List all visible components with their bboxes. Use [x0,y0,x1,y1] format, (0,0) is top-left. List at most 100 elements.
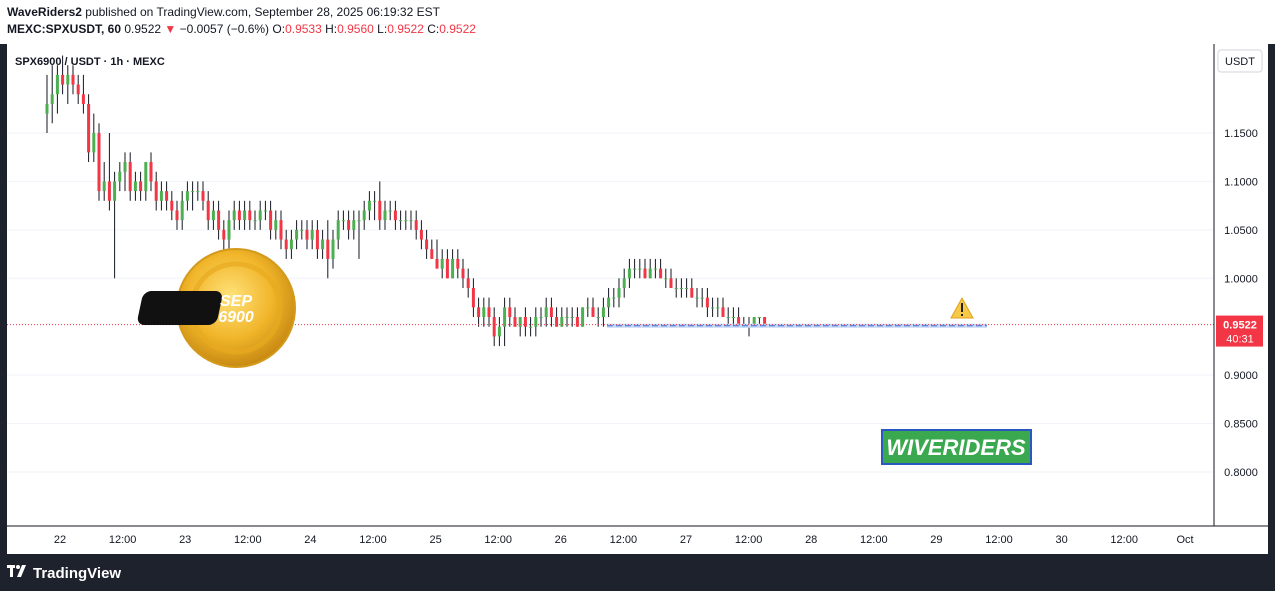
tradingview-brand: TradingView [33,565,122,582]
candle-body [669,278,673,288]
candle [237,200,241,230]
candle-body [170,200,174,211]
candle [206,191,210,230]
candle-body [144,162,148,192]
candle-body [331,239,335,259]
candle-body [445,258,449,279]
low-value: 0.9522 [387,22,424,36]
wiveriders-watermark: WIVERIDERS [881,429,1032,465]
candle [295,220,299,250]
candle [669,268,673,288]
candle-body [404,220,408,222]
candle-body [487,307,491,318]
candle-body [211,210,215,221]
x-tick-label: 30 [1055,534,1067,546]
candle-body [232,210,236,221]
y-tick-label: 1.1500 [1224,128,1258,140]
candle [388,200,392,221]
tradingview-logo[interactable]: TradingView [7,564,121,582]
candle [695,287,699,308]
candle-body [690,287,694,298]
candle [419,220,423,250]
candle-body [217,210,221,230]
chart-frame[interactable]: 1.1500 1.1000 1.0500 1.0000 0.9000 0.8500 0.80… [7,44,1268,554]
candle [731,307,735,327]
candle-body [263,210,267,212]
candle [196,181,200,201]
candle-body [378,200,382,221]
candle-body [367,200,371,211]
candle [596,307,600,327]
candle [55,65,59,114]
candle [737,307,741,327]
candle-body [570,317,574,319]
candle-body [674,287,678,289]
candle-body [409,220,413,222]
candle-body [149,162,153,182]
candle-body [248,210,252,221]
candle [659,258,663,279]
change-arrow-icon: ▼ [164,22,177,36]
candle [347,210,351,240]
high-value: 0.9560 [337,22,374,36]
candle-body [295,229,299,240]
candle-body [139,181,143,192]
candle-body [430,249,434,259]
currency-button[interactable]: USDT [1217,49,1263,73]
chart-canvas[interactable]: 1.1500 1.1000 1.0500 1.0000 0.9000 0.8500 0.80… [7,44,1268,554]
candle [586,297,590,318]
candle-body [133,181,137,192]
candle-body [560,317,564,327]
candle [627,258,631,288]
countdown-label: 40:31 [1226,334,1254,346]
candle-body [222,229,226,240]
candle [76,74,80,104]
candle [705,287,709,318]
candle-body [534,317,538,327]
candle [123,152,127,192]
y-tick-label: 1.0000 [1224,273,1258,285]
candle [477,297,481,327]
candle-body [315,229,319,250]
candle [612,287,616,308]
candle [456,249,460,279]
candle-body [102,181,106,192]
candle [378,181,382,230]
price-change: −0.0057 (−0.6%) [179,22,270,36]
candle [721,297,725,318]
candle [357,210,361,259]
candle [534,307,538,337]
last-price-badge [1216,315,1263,347]
candle [711,297,715,318]
y-tick-label: 0.8500 [1224,419,1258,431]
candle [50,65,54,124]
spx6900-logo: SEP 6900 [137,248,296,368]
candle [248,200,252,230]
candle [61,55,65,95]
candle-body [336,220,340,240]
candle [414,210,418,240]
candle [258,200,262,230]
last-price-label: 0.9522 [1223,320,1257,332]
candle-body [497,326,501,337]
candle-body [118,171,122,182]
candle [310,220,314,250]
candle [66,65,70,104]
candle [232,200,236,230]
candle-body [154,181,158,201]
candle-body [300,229,304,231]
x-tick-label: 12:00 [985,534,1013,546]
last-price: 0.9522 [124,22,162,36]
candle-body [664,278,668,280]
candle [113,171,117,279]
candle-body [523,317,527,327]
candle-body [565,317,569,319]
candle [175,200,179,230]
candle [653,258,657,279]
candle-body [726,317,730,319]
candle-body [399,220,403,222]
candle [191,181,195,211]
candle [144,162,148,201]
publisher-name[interactable]: WaveRiders2 [7,5,82,19]
candle-body [185,191,189,201]
